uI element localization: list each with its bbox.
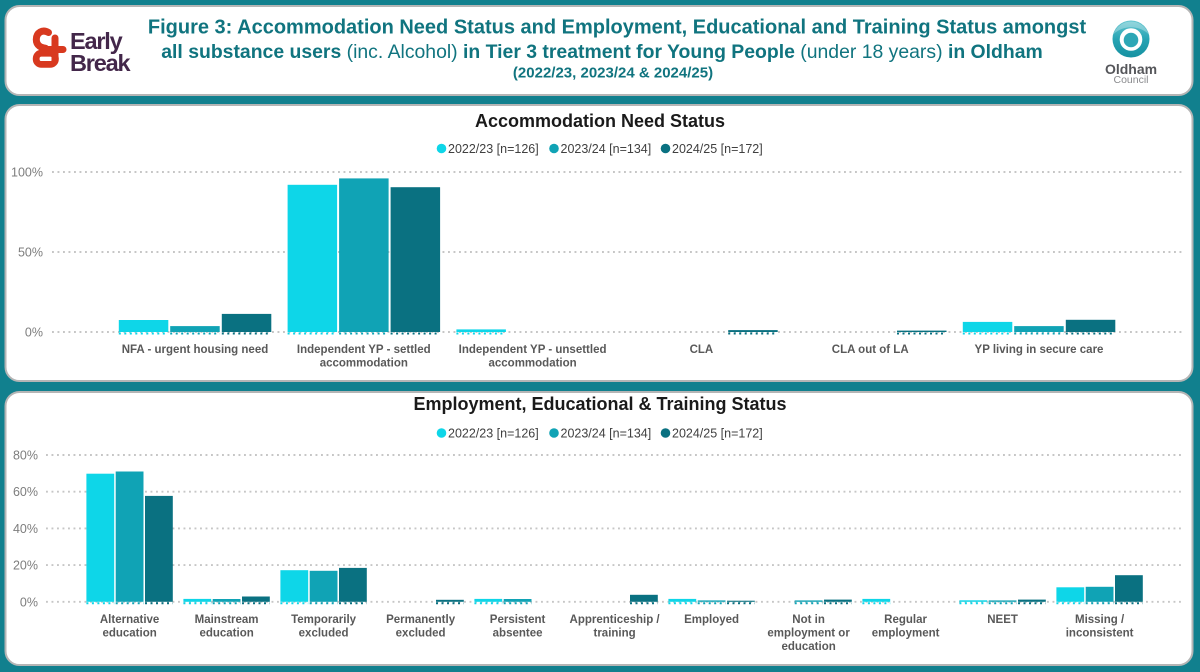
svg-text:20%: 20% (13, 559, 38, 573)
svg-text:Break: Break (70, 50, 131, 76)
svg-text:Independent YP - unsettled: Independent YP - unsettled (459, 344, 607, 356)
svg-text:absentee: absentee (493, 628, 543, 640)
svg-text:100%: 100% (11, 166, 43, 180)
svg-text:Missing /: Missing / (1075, 614, 1125, 626)
svg-text:60%: 60% (13, 485, 38, 499)
svg-text:Employed: Employed (684, 614, 739, 626)
svg-text:Permanently: Permanently (386, 614, 456, 626)
svg-text:accommodation: accommodation (320, 358, 408, 370)
svg-text:CLA out of LA: CLA out of LA (832, 344, 909, 356)
svg-text:0%: 0% (20, 595, 38, 609)
svg-text:2024/25 [n=172]: 2024/25 [n=172] (672, 142, 763, 156)
svg-text:Apprenticeship /: Apprenticeship / (570, 614, 661, 626)
svg-text:NFA - urgent housing need: NFA - urgent housing need (122, 344, 269, 356)
svg-text:excluded: excluded (396, 628, 446, 640)
svg-text:CLA: CLA (690, 344, 714, 356)
svg-text:employment or: employment or (767, 628, 850, 640)
svg-text:0%: 0% (25, 326, 43, 340)
svg-text:Persistent: Persistent (490, 614, 546, 626)
svg-text:Early: Early (70, 28, 123, 54)
svg-text:YP living in secure care: YP living in secure care (975, 344, 1104, 356)
svg-text:excluded: excluded (299, 628, 349, 640)
svg-text:2024/25 [n=172]: 2024/25 [n=172] (672, 427, 763, 441)
svg-text:Mainstream: Mainstream (195, 614, 259, 626)
svg-text:inconsistent: inconsistent (1066, 628, 1134, 640)
svg-text:Alternative: Alternative (100, 614, 159, 626)
svg-text:accommodation: accommodation (489, 358, 577, 370)
svg-text:Regular: Regular (884, 614, 927, 626)
svg-text:all substance users (inc. Alco: all substance users (inc. Alcohol) in Ti… (161, 41, 1043, 63)
svg-text:education: education (102, 628, 156, 640)
svg-text:Temporarily: Temporarily (291, 614, 357, 626)
svg-text:NEET: NEET (987, 614, 1018, 626)
svg-text:education: education (781, 641, 835, 653)
svg-text:80%: 80% (13, 449, 38, 463)
svg-text:50%: 50% (18, 246, 43, 260)
svg-text:employment: employment (872, 628, 940, 640)
svg-text:Council: Council (1113, 74, 1148, 86)
svg-text:training: training (594, 628, 636, 640)
svg-text:Not in: Not in (792, 614, 825, 626)
svg-text:2022/23 [n=126]: 2022/23 [n=126] (448, 142, 539, 156)
svg-text:Accommodation Need Status: Accommodation Need Status (475, 111, 725, 131)
svg-text:40%: 40% (13, 522, 38, 536)
svg-text:education: education (199, 628, 253, 640)
svg-text:Oldham: Oldham (1105, 61, 1157, 77)
svg-text:Figure 3: Accommodation Need S: Figure 3: Accommodation Need Status and … (148, 16, 1087, 38)
svg-text:(2022/23, 2023/24 & 2024/25): (2022/23, 2023/24 & 2024/25) (513, 65, 713, 82)
svg-text:Independent YP - settled: Independent YP - settled (297, 344, 431, 356)
svg-text:2023/24 [n=134]: 2023/24 [n=134] (561, 142, 652, 156)
svg-text:Employment, Educational & Trai: Employment, Educational & Training Statu… (413, 394, 786, 414)
svg-text:2022/23 [n=126]: 2022/23 [n=126] (448, 427, 539, 441)
svg-text:2023/24 [n=134]: 2023/24 [n=134] (561, 427, 652, 441)
